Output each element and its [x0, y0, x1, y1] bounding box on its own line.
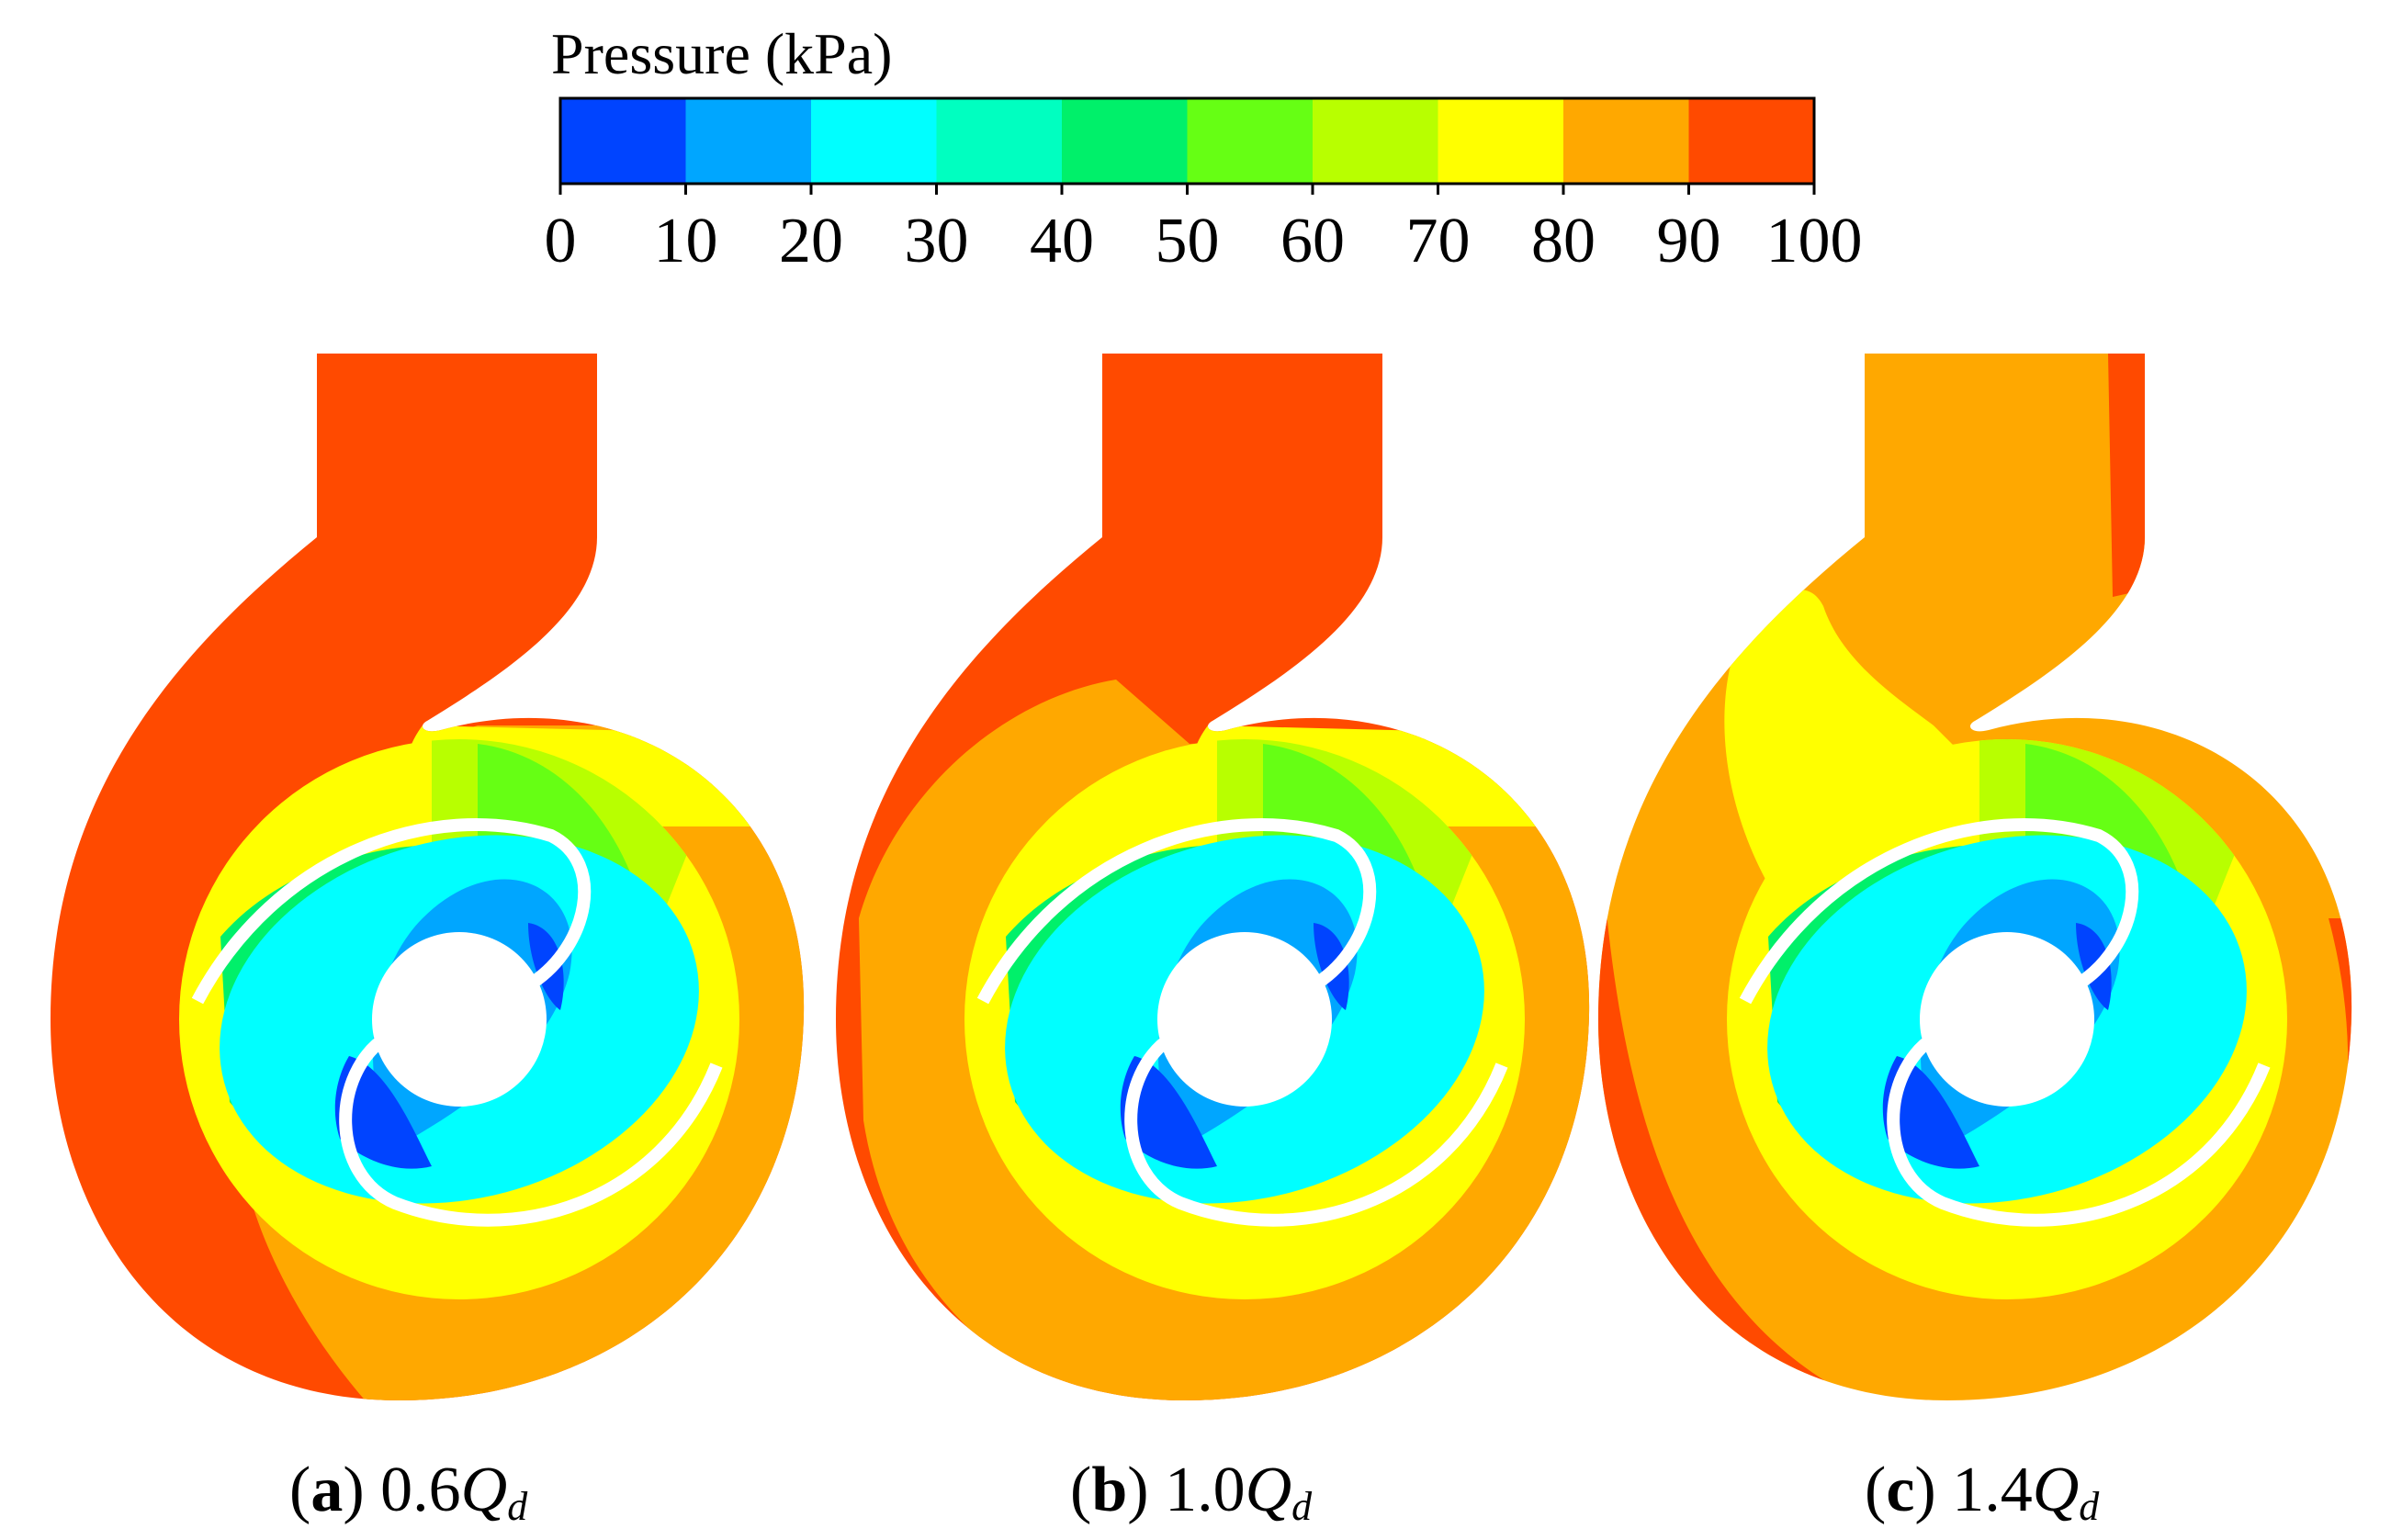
colorbar-tick-label: 60: [1280, 206, 1345, 276]
panel-c-caption: (c) 1.4Qd: [1865, 1455, 2100, 1529]
colorbar-tick-label: 30: [905, 206, 969, 276]
colorbar-cell: [685, 98, 812, 184]
colorbar-tick-label: 100: [1766, 206, 1863, 276]
colorbar-cell: [1187, 98, 1314, 184]
colorbar-tick-label: 70: [1406, 206, 1471, 276]
colorbar-tick-label: 50: [1156, 206, 1220, 276]
colorbar-cell: [1563, 98, 1689, 184]
colorbar-ticks: 0 10 20 30 40 50 60 70 80 90 100: [545, 184, 1863, 276]
colorbar-cells: [560, 98, 1815, 184]
colorbar-tick-label: 10: [654, 206, 718, 276]
panel-a-caption: (a) 0.6Qd: [289, 1455, 528, 1529]
colorbar-cell: [560, 98, 686, 184]
colorbar-cell: [1688, 98, 1815, 184]
colorbar-tick-label: 90: [1657, 206, 1721, 276]
panel-b-caption: (b) 1.0Qd: [1070, 1455, 1313, 1529]
panel-b-contour: [836, 354, 1590, 1400]
colorbar-cell: [1313, 98, 1438, 184]
colorbar-tick-label: 40: [1030, 206, 1094, 276]
colorbar-tick-label: 80: [1531, 206, 1596, 276]
colorbar: Pressure (kPa) 0 10 20 30 40 50 60 70 80 90 100: [545, 21, 1863, 276]
colorbar-tick-label: 20: [779, 206, 843, 276]
panel-a-contour: [51, 354, 805, 1400]
colorbar-tick-label: 0: [545, 206, 577, 276]
colorbar-cell: [1062, 98, 1188, 184]
colorbar-cell: [811, 98, 937, 184]
colorbar-cell: [1438, 98, 1564, 184]
colorbar-title: Pressure (kPa): [551, 21, 892, 86]
colorbar-cell: [936, 98, 1063, 184]
panel-c-contour: [1598, 354, 2352, 1400]
